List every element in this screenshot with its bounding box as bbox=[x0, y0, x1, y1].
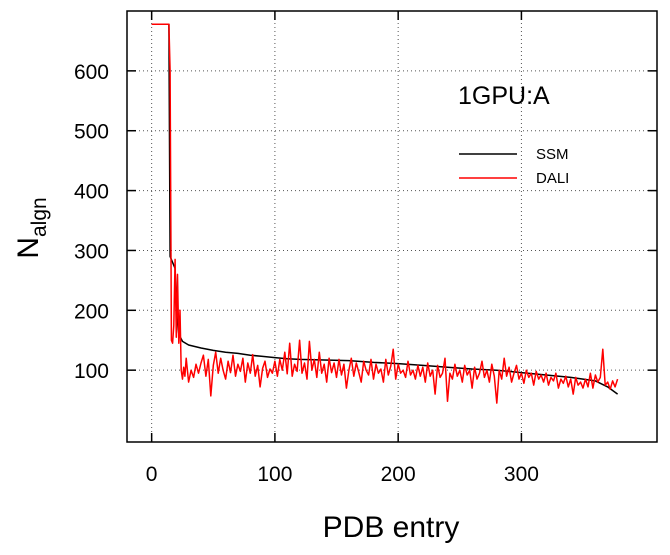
grid-lines bbox=[127, 11, 657, 442]
series-line-dali bbox=[151, 23, 619, 404]
y-tick-label: 200 bbox=[74, 300, 109, 323]
y-tick-label: 400 bbox=[74, 181, 109, 204]
y-axis-label: Nalgn bbox=[12, 197, 51, 258]
x-tick-label: 0 bbox=[146, 463, 158, 486]
legend-label-dali: DALI bbox=[536, 170, 569, 187]
series-line-ssm bbox=[151, 23, 619, 395]
legend: SSM DALI bbox=[459, 146, 569, 187]
chart-annotation: 1GPU:A bbox=[458, 82, 550, 110]
x-tick-label: 200 bbox=[381, 463, 416, 486]
y-axis-label-main: N bbox=[12, 237, 45, 259]
y-axis-label-subscript: algn bbox=[28, 197, 51, 237]
y-tick-label: 500 bbox=[74, 121, 109, 144]
x-axis-label: PDB entry bbox=[323, 511, 460, 544]
legend-label-ssm: SSM bbox=[536, 146, 569, 163]
x-tick-label: 300 bbox=[504, 463, 539, 486]
y-tick-label: 100 bbox=[74, 360, 109, 383]
y-tick-labels: 100 200 300 400 500 600 bbox=[74, 61, 109, 383]
y-tick-label: 600 bbox=[74, 61, 109, 84]
x-tick-labels: 0 100 200 300 bbox=[146, 463, 539, 486]
x-tick-label: 100 bbox=[257, 463, 292, 486]
plot-frame bbox=[126, 10, 658, 443]
axis-ticks bbox=[127, 11, 657, 442]
data-series bbox=[151, 23, 619, 404]
y-tick-label: 300 bbox=[74, 240, 109, 263]
